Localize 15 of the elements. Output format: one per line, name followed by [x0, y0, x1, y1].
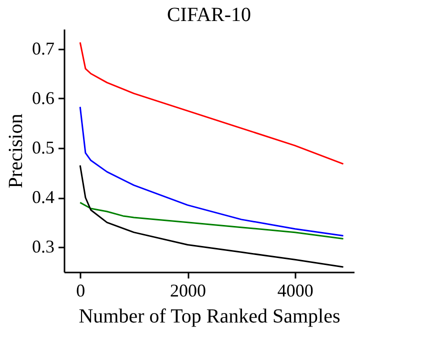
x-tick-label: 2000 [170, 280, 206, 300]
y-tick-label: 0.6 [32, 88, 54, 108]
y-tick-label: 0.3 [32, 236, 54, 257]
line-series [79, 164, 344, 268]
line-series [79, 202, 344, 240]
y-tick-label: 0.7 [32, 38, 54, 58]
x-tick-label: 0 [76, 280, 86, 300]
chart-title: CIFAR-10 [166, 4, 252, 26]
x-axis-title: Number of Top Ranked Samples [78, 306, 340, 328]
line-series [79, 42, 344, 165]
y-tick-label: 0.4 [32, 187, 54, 208]
y-axis-title: Precision [5, 114, 27, 188]
y-tick-label: 0.5 [32, 138, 54, 158]
x-tick-label: 4000 [277, 280, 314, 300]
line-series [79, 106, 344, 237]
